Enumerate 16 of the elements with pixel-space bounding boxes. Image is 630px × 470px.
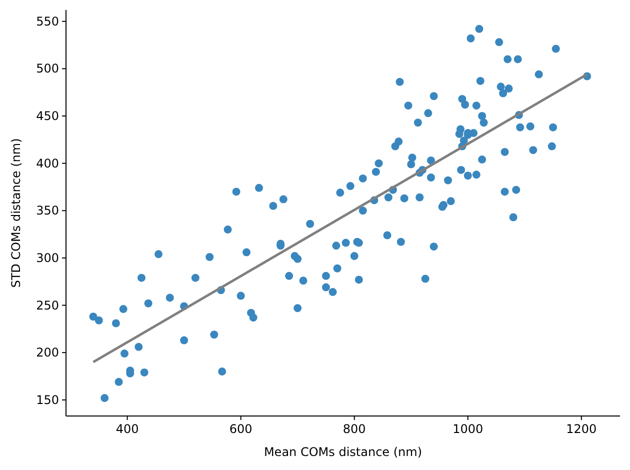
y-tick-label: 250 bbox=[36, 298, 59, 312]
y-tick-label: 200 bbox=[36, 346, 59, 360]
x-tick-label: 400 bbox=[116, 422, 139, 436]
y-tick-label: 400 bbox=[36, 156, 59, 170]
x-tick-label: 1000 bbox=[452, 422, 484, 436]
y-tick-label: 550 bbox=[36, 14, 59, 28]
y-axis-title: STD COMs distance (nm) bbox=[9, 138, 23, 288]
x-tick-label: 600 bbox=[229, 422, 252, 436]
x-axis-title: Mean COMs distance (nm) bbox=[264, 445, 422, 459]
y-tick-label: 500 bbox=[36, 62, 59, 76]
x-tick-label: 800 bbox=[342, 422, 366, 436]
x-tick-label: 1200 bbox=[566, 422, 597, 436]
y-tick-label: 150 bbox=[36, 392, 59, 407]
y-tick-label: 450 bbox=[36, 108, 59, 123]
y-tick-label: 300 bbox=[36, 250, 59, 265]
y-tick-label: 350 bbox=[36, 204, 59, 218]
